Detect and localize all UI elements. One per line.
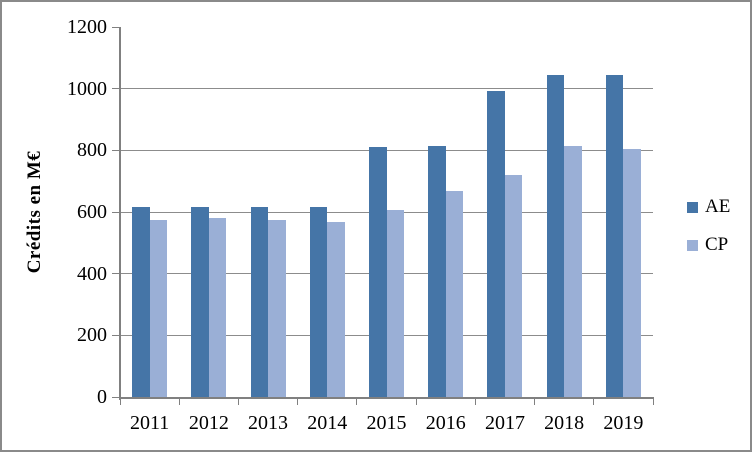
gridline: [120, 88, 653, 90]
y-tick: [112, 334, 120, 336]
bar-cp-2011: [149, 220, 168, 397]
bar-cp-2018: [564, 146, 582, 397]
y-tick: [112, 149, 120, 151]
bar-ae-2019: [605, 74, 624, 397]
legend-swatch-cp: [687, 239, 698, 251]
y-tick: [112, 26, 120, 28]
y-tick: [112, 396, 120, 398]
bar-cp-2013: [268, 219, 286, 397]
x-tick-label-2012: 2012: [188, 412, 229, 434]
y-tick: [112, 273, 120, 275]
x-tick-label-2017: 2017: [484, 412, 525, 434]
y-tick: [112, 88, 120, 90]
x-tick: [119, 397, 121, 405]
y-tick-label-0: 0: [97, 386, 107, 408]
x-tick: [356, 397, 358, 405]
x-tick-label-2016: 2016: [425, 412, 466, 434]
y-tick-label-800: 800: [77, 139, 107, 162]
x-tick-label-2014: 2014: [307, 412, 348, 434]
bar-cp-2016: [445, 191, 464, 397]
y-tick-label-1200: 1200: [67, 16, 107, 38]
x-tick-label-2019: 2019: [603, 412, 644, 434]
bar-cp-2014: [327, 222, 345, 397]
bar-ae-2015: [369, 146, 387, 397]
x-tick: [237, 397, 239, 405]
x-tick-label-2011: 2011: [129, 412, 170, 434]
legend-label-cp: CP: [705, 234, 729, 255]
bar-cp-2017: [504, 175, 523, 397]
bar-ae-2012: [191, 207, 209, 397]
x-tick-label-2015: 2015: [366, 412, 407, 434]
x-tick: [593, 397, 595, 405]
y-tick-label-400: 400: [77, 262, 107, 285]
bar-cp-2015: [386, 210, 404, 397]
x-axis-line: [119, 397, 654, 399]
bar-ae-2011: [132, 207, 150, 397]
y-tick: [112, 211, 120, 213]
bar-ae-2018: [546, 74, 565, 397]
legend-swatch-ae: [687, 201, 698, 213]
x-tick: [652, 397, 654, 405]
bar-cp-2012: [208, 218, 227, 397]
x-tick-label-2013: 2013: [248, 412, 289, 434]
legend-label-ae: AE: [705, 196, 731, 217]
x-tick: [474, 397, 476, 405]
legend-item-cp: CP: [687, 234, 730, 256]
x-tick: [415, 397, 417, 405]
bar-cp-2019: [623, 149, 641, 397]
y-tick-label-200: 200: [77, 324, 107, 347]
gridline: [120, 149, 653, 151]
bar-ae-2016: [428, 146, 446, 397]
bar-ae-2013: [250, 207, 269, 397]
bar-ae-2017: [487, 90, 505, 397]
y-axis-line: [119, 27, 121, 400]
legend-item-ae: AE: [687, 196, 730, 218]
x-tick: [178, 397, 180, 405]
y-tick-label-600: 600: [77, 201, 107, 223]
bar-ae-2014: [309, 207, 328, 397]
x-tick: [534, 397, 536, 405]
x-tick: [297, 397, 299, 405]
y-tick-label-1000: 1000: [67, 77, 107, 100]
x-tick-label-2018: 2018: [544, 412, 585, 434]
legend: AE CP: [687, 196, 730, 272]
